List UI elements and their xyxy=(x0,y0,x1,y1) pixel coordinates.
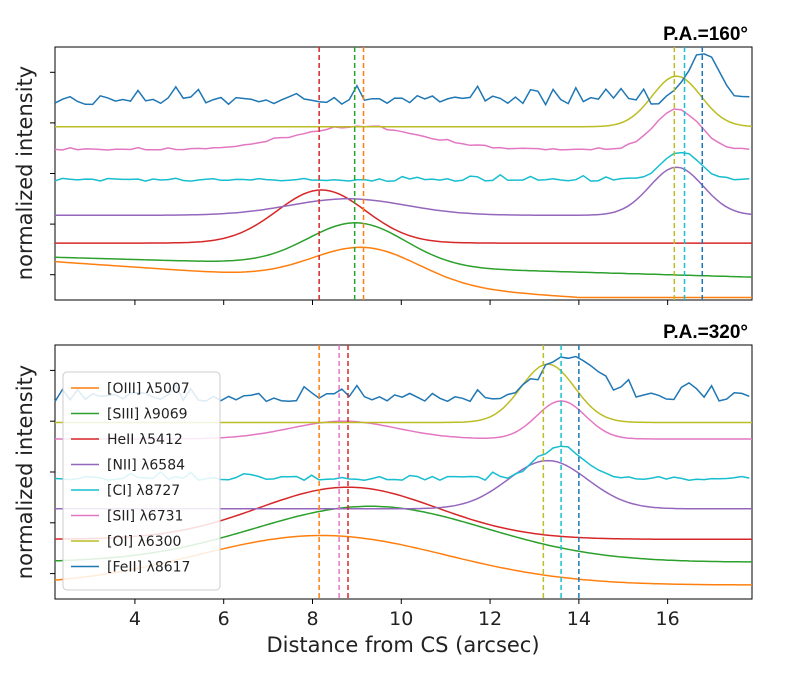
x-tick-label: 14 xyxy=(567,608,591,630)
legend-label: [SII] λ6731 xyxy=(107,509,183,525)
legend: [OIII] λ5007 [SIII] λ9069 HeII λ5412 [NII] … xyxy=(62,371,221,591)
series-line--ci-8727 xyxy=(54,151,750,183)
series-line--sii-6731 xyxy=(54,108,750,151)
x-tick-label: 6 xyxy=(218,608,230,630)
x-tick-label: 10 xyxy=(389,608,413,630)
legend-label: HeII λ5412 xyxy=(107,432,183,448)
x-tick-label: 16 xyxy=(656,608,680,630)
series-line--oiii-5007 xyxy=(54,246,752,299)
legend-label: [FeII] λ8617 xyxy=(107,560,190,576)
legend-label: [SIII] λ9069 xyxy=(107,407,188,423)
series-line--nii-6584 xyxy=(55,166,753,216)
series-line-heii-5412 xyxy=(55,189,752,244)
panel-title-top: P.A.=160° xyxy=(663,24,748,45)
series-line--feii-8617 xyxy=(54,53,750,107)
x-axis-label: Distance from CS (arcsec) xyxy=(266,633,539,657)
series-line--oi-6300 xyxy=(55,75,753,128)
legend-label: [NII] λ6584 xyxy=(107,458,185,474)
x-tick-label: 4 xyxy=(129,608,141,630)
plot-frame-top xyxy=(54,46,753,301)
legend-label: [CI] λ8727 xyxy=(107,483,180,499)
y-axis-label-bottom: normalized intensity xyxy=(13,365,37,579)
x-tick-label: 8 xyxy=(306,608,318,630)
legend-box xyxy=(62,371,221,591)
series-line--siii-9069 xyxy=(54,222,753,278)
legend-label: [OIII] λ5007 xyxy=(107,381,190,397)
y-axis-label-top: normalized intensity xyxy=(13,66,37,280)
legend-label: [OI] λ6300 xyxy=(107,534,181,550)
x-tick-label: 12 xyxy=(478,608,502,630)
panel-title-bottom: P.A.=320° xyxy=(663,322,748,343)
panel-top: P.A.=160° normalized intensity xyxy=(13,24,753,305)
